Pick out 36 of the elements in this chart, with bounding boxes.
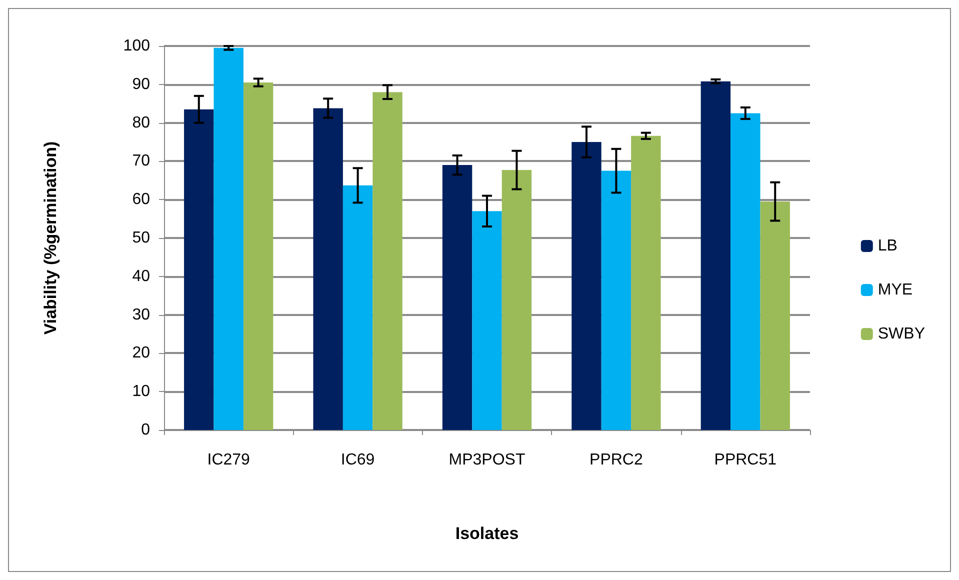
bar (700, 81, 731, 430)
y-tick-label: 50 (132, 230, 150, 246)
y-tick-label: 60 (132, 191, 150, 208)
legend-label: MYE (878, 282, 913, 298)
bar (184, 109, 214, 430)
bar (214, 48, 244, 430)
legend-label: SWBY (878, 326, 926, 342)
bar (572, 142, 602, 430)
y-tick-label: 10 (132, 383, 150, 400)
bar (760, 202, 790, 430)
y-tick-label: 30 (132, 306, 150, 324)
y-tick-label: 0 (141, 422, 150, 438)
x-tick-label: MP3POST (448, 452, 526, 468)
bar (502, 170, 532, 430)
legend-label: LB (878, 238, 898, 254)
bar (442, 165, 472, 430)
y-tick-label: 70 (132, 152, 150, 170)
x-axis-title: Isolates (455, 524, 519, 543)
y-tick-label: 40 (132, 268, 150, 285)
bar (631, 136, 661, 430)
bar (472, 211, 502, 430)
y-tick-label: 20 (132, 344, 150, 362)
bar (313, 108, 343, 430)
x-tick-label: PPRC2 (590, 452, 643, 468)
bar (342, 185, 373, 430)
bar (601, 170, 632, 430)
x-tick-label: IC279 (207, 452, 250, 468)
x-tick-label: IC69 (340, 452, 375, 468)
bar (372, 92, 402, 430)
bar (243, 82, 274, 430)
y-tick-label: 100 (123, 38, 150, 54)
bar (730, 113, 760, 430)
y-tick-label: 80 (132, 114, 150, 132)
y-tick-label: 90 (132, 76, 150, 93)
x-tick-label: PPRC51 (714, 452, 777, 468)
y-axis-title: Viability (%germination) (41, 141, 60, 335)
